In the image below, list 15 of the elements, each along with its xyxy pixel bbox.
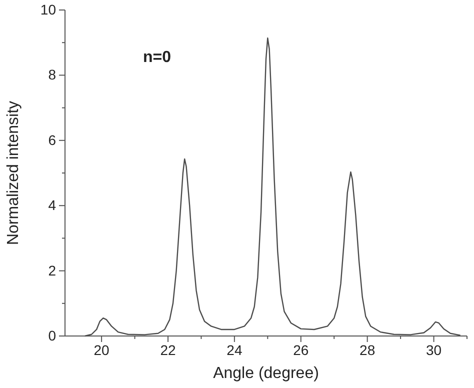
y-tick-label: 10	[40, 1, 56, 18]
y-tick-label: 8	[48, 66, 56, 83]
x-tick-label: 22	[160, 342, 176, 358]
y-tick-label: 0	[48, 327, 56, 344]
x-tick-label: 28	[360, 342, 376, 358]
x-axis-title: Angle (degree)	[213, 365, 319, 382]
x-tick-label: 20	[94, 342, 110, 358]
x-tick-label: 24	[226, 342, 242, 358]
x-tick-label: 26	[293, 342, 309, 358]
y-tick-label: 6	[48, 132, 56, 148]
x-tick-label: 30	[426, 342, 442, 358]
annotation: n=0	[142, 49, 172, 66]
y-tick-label: 4	[48, 197, 56, 214]
y-axis-title: Normalized intensity	[5, 100, 22, 246]
y-tick-label: 2	[48, 262, 56, 278]
